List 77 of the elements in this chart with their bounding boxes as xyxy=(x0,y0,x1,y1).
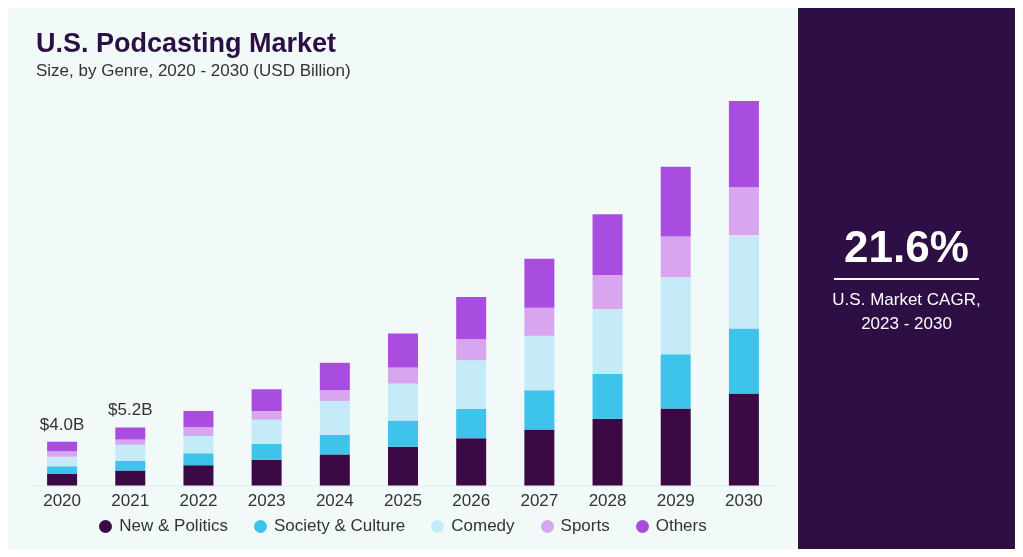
bar xyxy=(660,166,691,237)
bar xyxy=(115,444,146,461)
bar xyxy=(728,234,759,329)
bar xyxy=(251,419,282,444)
x-tick-label: 2023 xyxy=(247,491,286,511)
bar xyxy=(388,420,418,447)
text: U.S. Market CAGR, 2023 - 2030 xyxy=(831,288,982,335)
bar xyxy=(728,101,759,188)
bar xyxy=(728,393,759,486)
bar xyxy=(728,187,759,235)
bar xyxy=(115,439,146,445)
bar xyxy=(524,335,555,391)
legend-label: Others xyxy=(655,516,707,536)
bar xyxy=(456,296,487,340)
x-tick-label: 2021 xyxy=(111,491,150,511)
bar xyxy=(592,214,623,276)
bar xyxy=(47,466,78,475)
bar xyxy=(524,307,555,336)
bar xyxy=(183,453,214,466)
x-tick-label: 2026 xyxy=(452,491,491,511)
bar xyxy=(319,434,350,455)
legend-label: Sports xyxy=(560,516,610,536)
legend-label: Society & Culture xyxy=(273,516,406,536)
text: 21.6% xyxy=(834,221,979,280)
bar xyxy=(456,360,487,409)
legend-label: Comedy xyxy=(451,516,515,536)
x-tick-label: 2027 xyxy=(520,491,559,511)
bar xyxy=(592,373,623,419)
bar xyxy=(319,400,350,435)
bar xyxy=(47,451,78,457)
bar xyxy=(47,441,78,452)
bar xyxy=(456,409,487,439)
bar xyxy=(319,454,350,486)
bar xyxy=(251,410,282,420)
x-tick-label: 2025 xyxy=(384,491,422,511)
bar xyxy=(660,276,691,355)
bar xyxy=(660,408,691,486)
x-tick-label: 2030 xyxy=(725,491,763,511)
bar xyxy=(524,390,555,430)
bar xyxy=(183,465,214,486)
legend-label: New & Politics xyxy=(119,516,228,536)
bar xyxy=(319,390,350,401)
bar xyxy=(47,456,78,467)
bar xyxy=(183,427,214,436)
bar xyxy=(183,410,214,428)
bar xyxy=(115,460,146,471)
bar xyxy=(660,354,691,409)
bar xyxy=(592,275,623,309)
annotation: $4.0B xyxy=(39,414,85,434)
bar xyxy=(728,328,759,394)
bar xyxy=(115,470,146,486)
bar xyxy=(524,429,555,486)
bar xyxy=(251,389,282,411)
bar xyxy=(592,418,623,486)
bar xyxy=(251,443,282,460)
bar xyxy=(456,438,487,486)
bar xyxy=(183,435,214,454)
bar xyxy=(251,459,282,486)
bar xyxy=(456,339,487,361)
bar xyxy=(319,362,350,391)
chart-subtitle: Size, by Genre, 2020 - 2030 (USD Billion) xyxy=(36,61,352,81)
bar xyxy=(592,308,623,374)
x-tick-label: 2024 xyxy=(315,491,354,511)
x-tick-label: 2029 xyxy=(656,491,695,511)
x-tick-label: 2022 xyxy=(179,491,218,511)
chart-title: U.S. Podcasting Market xyxy=(36,28,338,59)
bar xyxy=(524,258,555,308)
bar xyxy=(388,383,418,421)
annotation: $5.2B xyxy=(108,400,153,420)
bar xyxy=(388,333,418,368)
bar xyxy=(47,474,78,486)
x-tick-label: 2028 xyxy=(588,491,627,511)
bar xyxy=(115,427,146,440)
bar xyxy=(660,236,691,277)
bar xyxy=(388,367,418,384)
bar xyxy=(388,446,418,486)
x-tick-label: 2020 xyxy=(43,491,81,511)
